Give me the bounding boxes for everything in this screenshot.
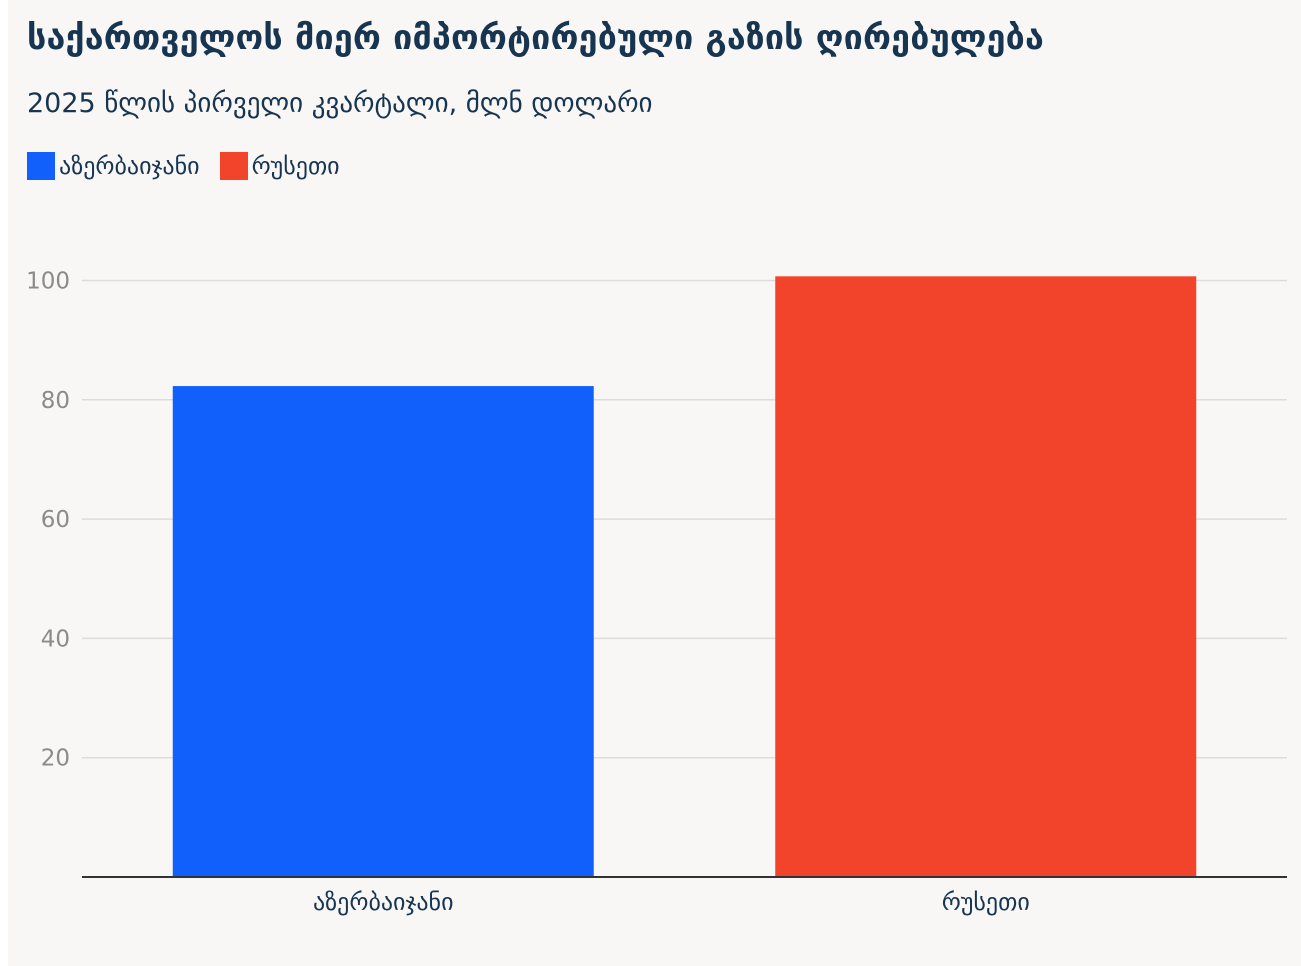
legend-swatch-azerbaijan bbox=[27, 152, 55, 180]
bars bbox=[172, 276, 1197, 878]
y-tick-label-100: 100 bbox=[26, 269, 70, 295]
y-tick-label-20: 20 bbox=[41, 746, 70, 772]
x-tick-label-1: რუსეთი bbox=[942, 888, 1030, 916]
y-tick-label-40: 40 bbox=[41, 626, 70, 652]
y-tick-label-60: 60 bbox=[41, 507, 70, 533]
labels: 20 40 60 80 100 აზერბაიჯანი რუსეთი bbox=[26, 269, 1030, 917]
legend-item-azerbaijan[interactable]: აზერბაიჯანი bbox=[27, 152, 200, 180]
chart-subtitle: 2025 წლის პირველი კვარტალი, მლნ დოლარი bbox=[27, 88, 653, 119]
legend-item-russia[interactable]: რუსეთი bbox=[219, 152, 340, 180]
legend-swatch-russia bbox=[219, 152, 248, 180]
legend: აზერბაიჯანი რუსეთი bbox=[27, 152, 340, 180]
y-tick-label-80: 80 bbox=[41, 388, 70, 414]
x-tick-label-0: აზერბაიჯანი bbox=[313, 888, 454, 916]
bar-1[interactable] bbox=[775, 276, 1197, 878]
bar-0[interactable] bbox=[172, 386, 594, 877]
chart-title: საქართველოს მიერ იმპორტირებული გაზის ღირ… bbox=[27, 18, 1045, 58]
legend-label-russia: რუსეთი bbox=[251, 152, 340, 180]
legend-label-azerbaijan: აზერბაიჯანი bbox=[59, 152, 200, 180]
